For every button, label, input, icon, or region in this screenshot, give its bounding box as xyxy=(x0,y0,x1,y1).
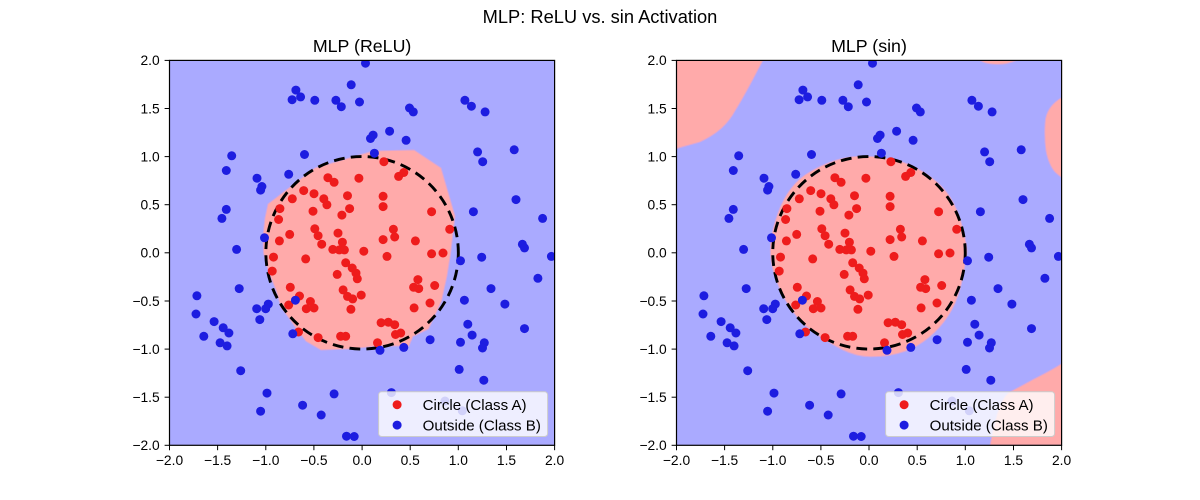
svg-text:Circle (Class A): Circle (Class A) xyxy=(423,397,527,414)
svg-text:1.5: 1.5 xyxy=(648,101,668,116)
svg-text:0.0: 0.0 xyxy=(648,246,668,261)
svg-text:Circle (Class A): Circle (Class A) xyxy=(930,397,1034,414)
svg-text:0.5: 0.5 xyxy=(401,453,421,468)
svg-text:1.0: 1.0 xyxy=(141,149,161,164)
svg-text:−2.0: −2.0 xyxy=(639,438,667,453)
svg-text:−1.5: −1.5 xyxy=(639,390,667,405)
svg-text:1.5: 1.5 xyxy=(1004,453,1024,468)
svg-text:1.0: 1.0 xyxy=(648,149,668,164)
svg-text:2.0: 2.0 xyxy=(648,53,668,68)
svg-text:0.0: 0.0 xyxy=(859,453,879,468)
svg-text:−1.0: −1.0 xyxy=(132,342,160,357)
svg-text:−1.0: −1.0 xyxy=(252,453,280,468)
svg-text:−1.0: −1.0 xyxy=(639,342,667,357)
svg-text:−1.0: −1.0 xyxy=(759,453,787,468)
svg-text:−2.0: −2.0 xyxy=(663,453,691,468)
svg-text:2.0: 2.0 xyxy=(141,53,161,68)
svg-text:1.0: 1.0 xyxy=(956,453,976,468)
svg-text:MLP (ReLU): MLP (ReLU) xyxy=(313,36,411,56)
svg-text:0.5: 0.5 xyxy=(141,198,161,213)
svg-text:−0.5: −0.5 xyxy=(132,294,160,309)
svg-text:0.0: 0.0 xyxy=(353,453,373,468)
svg-text:−0.5: −0.5 xyxy=(639,294,667,309)
svg-text:−1.5: −1.5 xyxy=(711,453,739,468)
svg-text:MLP: ReLU vs. sin Activation: MLP: ReLU vs. sin Activation xyxy=(483,6,718,27)
svg-text:−0.5: −0.5 xyxy=(807,453,835,468)
svg-text:−2.0: −2.0 xyxy=(132,438,160,453)
svg-text:2.0: 2.0 xyxy=(545,453,565,468)
svg-text:Outside (Class B): Outside (Class B) xyxy=(423,417,541,434)
svg-text:−1.5: −1.5 xyxy=(204,453,232,468)
svg-text:0.5: 0.5 xyxy=(648,198,668,213)
svg-text:−0.5: −0.5 xyxy=(300,453,328,468)
svg-text:1.5: 1.5 xyxy=(141,101,161,116)
svg-text:MLP (sin): MLP (sin) xyxy=(831,36,907,56)
svg-text:1.5: 1.5 xyxy=(497,453,517,468)
svg-text:−2.0: −2.0 xyxy=(156,453,184,468)
svg-text:2.0: 2.0 xyxy=(1052,453,1072,468)
svg-text:0.5: 0.5 xyxy=(908,453,928,468)
svg-text:0.0: 0.0 xyxy=(141,246,161,261)
svg-text:−1.5: −1.5 xyxy=(132,390,160,405)
svg-text:Outside (Class B): Outside (Class B) xyxy=(930,417,1048,434)
svg-text:1.0: 1.0 xyxy=(449,453,469,468)
